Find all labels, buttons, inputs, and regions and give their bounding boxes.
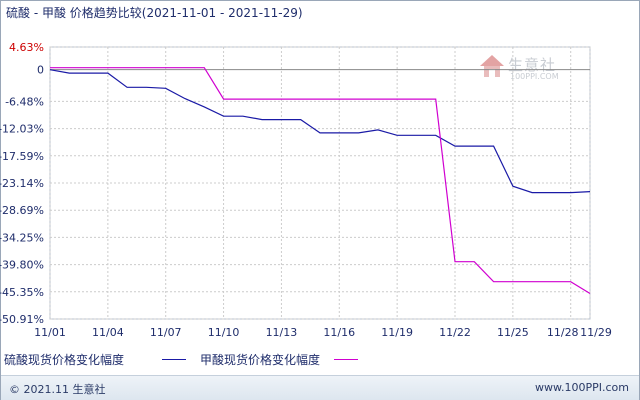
- x-tick-label: 11/25: [497, 326, 529, 339]
- x-tick-label: 11/10: [208, 326, 240, 339]
- x-tick-label: 11/13: [266, 326, 298, 339]
- site-url-link[interactable]: www.100PPI.com: [535, 381, 629, 394]
- x-tick-label: 11/28: [547, 326, 579, 339]
- x-tick-label: 11/19: [381, 326, 413, 339]
- x-tick-label: 11/04: [92, 326, 124, 339]
- x-tick-label: 11/16: [323, 326, 355, 339]
- x-tick-label: 11/22: [439, 326, 471, 339]
- y-tick-label: -23.14%: [0, 177, 44, 190]
- chart-title: 硫酸 - 甲酸 价格趋势比较(2021-11-01 - 2021-11-29): [6, 6, 303, 20]
- series-line-2: [50, 67, 591, 295]
- footer-bar: © 2021.11 生意社 www.100PPI.com: [1, 375, 639, 400]
- y-tick-label: -45.35%: [0, 286, 44, 299]
- house-logo-icon: [480, 55, 504, 77]
- watermark-subtext: 100PPI.COM: [510, 72, 559, 81]
- x-tick-label: 11/29: [580, 326, 612, 339]
- legend-swatch-series2: [334, 359, 358, 360]
- copyright-text: © 2021.11 生意社: [9, 383, 106, 396]
- y-tick-label: -17.59%: [0, 150, 44, 163]
- y-tick-label: 4.63%: [9, 41, 44, 54]
- x-tick-label: 11/07: [150, 326, 182, 339]
- y-tick-label: -6.48%: [5, 95, 44, 108]
- y-tick-label: 0: [37, 64, 44, 77]
- y-tick-label: -50.91%: [0, 313, 44, 326]
- y-tick-label: -28.69%: [0, 204, 44, 217]
- y-tick-label: -12.03%: [0, 123, 44, 136]
- legend-label-series1: 硫酸现货价格变化幅度: [4, 353, 125, 367]
- y-tick-label: -39.80%: [0, 259, 44, 272]
- x-tick-label: 11/01: [34, 326, 66, 339]
- series-line-1: [49, 69, 591, 194]
- legend-label-series2: 甲酸现货价格变化幅度: [200, 353, 321, 367]
- legend-swatch-series1: [162, 359, 186, 360]
- y-tick-label: -34.25%: [0, 231, 44, 244]
